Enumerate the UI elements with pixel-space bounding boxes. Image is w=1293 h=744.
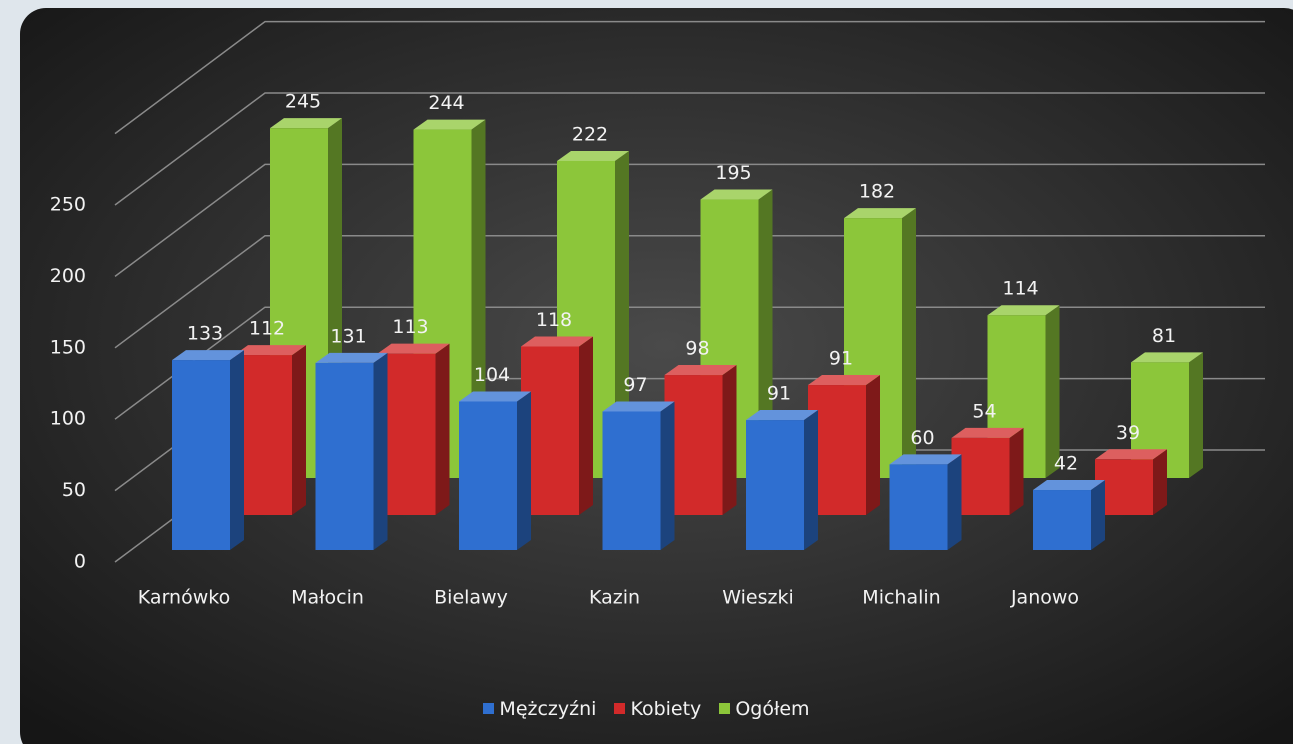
- bar-side: [866, 375, 880, 515]
- legend-item: Mężczyźni: [483, 698, 596, 720]
- legend-swatch: [719, 703, 731, 714]
- bar-top: [844, 208, 916, 219]
- legend-label: Mężczyźni: [499, 698, 597, 720]
- grid-line: [114, 306, 1265, 420]
- bar-side: [435, 343, 450, 515]
- value-label: 39: [1116, 422, 1140, 444]
- x-tick-label: Janowo: [1010, 587, 1079, 609]
- value-label: 104: [474, 364, 510, 386]
- bar-top: [459, 391, 531, 402]
- grid-line: [114, 92, 1265, 206]
- value-label: 97: [623, 374, 647, 396]
- bar: [315, 362, 374, 550]
- bar: [602, 411, 661, 550]
- bar-top: [557, 150, 629, 161]
- bar-top: [413, 119, 486, 130]
- bar-side: [230, 350, 244, 550]
- legend-swatch: [483, 703, 495, 714]
- bar: [459, 401, 517, 550]
- y-tick-label: 250: [50, 194, 86, 216]
- bar-top: [1095, 449, 1167, 460]
- legend-swatch: [614, 703, 626, 714]
- bar-top: [1033, 480, 1105, 491]
- bar-side: [1009, 427, 1024, 515]
- value-label: 81: [1152, 325, 1176, 347]
- bar-side: [1189, 352, 1203, 478]
- bar-side: [722, 365, 737, 515]
- legend-label: Ogółem: [735, 698, 810, 720]
- value-label: 131: [330, 325, 366, 347]
- y-tick-label: 150: [50, 336, 86, 358]
- bar-side: [1153, 449, 1167, 515]
- x-tick-label: Wieszki: [722, 587, 794, 609]
- legend-item: Kobiety: [614, 698, 701, 720]
- bar-top: [664, 365, 737, 376]
- value-label: 195: [715, 162, 751, 184]
- value-label: 60: [910, 427, 934, 449]
- bar-top: [700, 189, 773, 200]
- y-tick-label: 200: [50, 265, 86, 287]
- bar-side: [758, 189, 773, 479]
- bar: [1033, 490, 1091, 550]
- y-tick-label: 0: [74, 551, 86, 573]
- value-label: 182: [859, 181, 895, 203]
- bar-side: [517, 391, 531, 550]
- value-label: 91: [767, 383, 791, 405]
- x-tick-label: Michalin: [862, 587, 940, 609]
- bar: [172, 360, 230, 550]
- legend: Mężczyźni Kobiety Ogółem: [0, 698, 1293, 720]
- grid-line: [114, 163, 1265, 278]
- value-label: 42: [1054, 453, 1078, 475]
- bar-top: [172, 350, 244, 361]
- value-label: 112: [249, 318, 285, 340]
- bar: [889, 464, 948, 550]
- x-tick-label: Małocin: [291, 587, 364, 609]
- value-label: 118: [536, 309, 572, 331]
- legend-item: Ogółem: [719, 698, 810, 720]
- x-tick-label: Kazin: [589, 587, 640, 609]
- value-label: 222: [572, 123, 608, 145]
- bar-top: [987, 305, 1060, 316]
- bar-side: [615, 150, 629, 478]
- bar-top: [602, 401, 675, 412]
- bar-side: [947, 454, 962, 550]
- value-label: 54: [972, 400, 996, 422]
- y-tick-label: 100: [50, 408, 86, 430]
- bar-side: [373, 352, 388, 550]
- value-label: 133: [187, 323, 223, 345]
- value-label: 113: [392, 316, 428, 338]
- value-label: 91: [829, 348, 853, 370]
- grid-line: [114, 235, 1265, 349]
- bar-top: [234, 345, 306, 356]
- bar-top: [889, 454, 962, 465]
- y-tick-label: 50: [62, 479, 86, 501]
- bar-top: [1131, 352, 1203, 363]
- bar-top: [746, 410, 818, 421]
- x-tick-label: Bielawy: [434, 587, 508, 609]
- bar-top: [951, 427, 1024, 438]
- value-label: 98: [685, 338, 709, 360]
- bar-side: [471, 119, 486, 479]
- bar-top: [315, 352, 388, 363]
- bar-side: [804, 410, 818, 550]
- bar-side: [1091, 480, 1105, 550]
- x-tick-label: Karnówko: [138, 587, 230, 609]
- bar-side: [292, 345, 306, 515]
- bar-top: [377, 343, 450, 354]
- legend-label: Kobiety: [630, 698, 702, 720]
- value-label: 114: [1002, 278, 1038, 300]
- bar-top: [808, 375, 880, 386]
- bar-side: [1045, 305, 1060, 478]
- grid-line: [114, 20, 1265, 135]
- bar-top: [521, 336, 593, 347]
- value-label: 244: [428, 92, 464, 114]
- bar-side: [579, 336, 593, 515]
- bar-side: [902, 208, 916, 478]
- bar: [746, 420, 804, 550]
- value-label: 245: [285, 91, 321, 113]
- bar-top: [270, 118, 342, 129]
- bar-side: [660, 401, 675, 550]
